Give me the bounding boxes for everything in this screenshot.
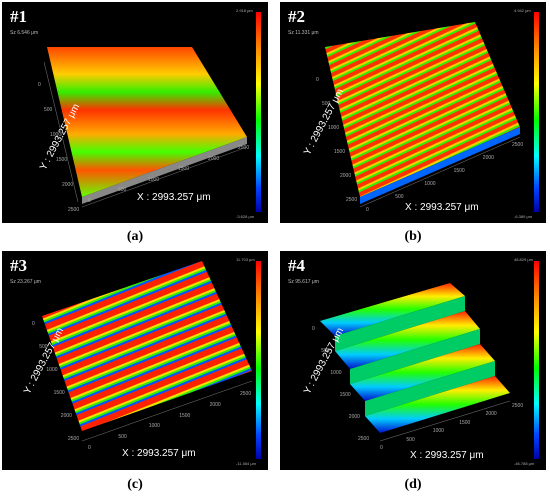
x-tick-label: 1000 xyxy=(424,181,436,187)
x-tick-label: 1500 xyxy=(453,168,465,174)
surface-plot-d xyxy=(320,283,511,442)
x-tick-label: 2500 xyxy=(512,142,524,148)
x-tick-label: 0 xyxy=(88,198,91,204)
panel-number: #3 xyxy=(10,256,27,275)
caption-d: (d) xyxy=(404,477,422,492)
panel-d: #4 Sz 95.617 μm 48.829 μm -46.788 μm Y :… xyxy=(280,251,546,470)
surface-plot-b xyxy=(325,22,521,208)
x-tick-label: 2000 xyxy=(208,155,220,162)
x-tick-label: 0 xyxy=(380,445,383,451)
x-tick-label: 1500 xyxy=(178,166,190,173)
caption-c: (c) xyxy=(127,477,143,492)
y-tick-label: 0 xyxy=(32,321,35,327)
x-tick-label: 1000 xyxy=(148,423,160,430)
y-tick-label: 2500 xyxy=(68,207,80,213)
x-tick-label: 2500 xyxy=(238,145,250,151)
x-axis-label: X : 2993.257 μm xyxy=(122,448,196,459)
x-tick-label: 500 xyxy=(118,434,127,441)
y-tick-label: 1500 xyxy=(53,390,65,396)
x-tick-label: 500 xyxy=(395,194,404,200)
color-scale-bar xyxy=(534,261,539,459)
x-tick-label: 1000 xyxy=(432,428,444,435)
panel-a: #1 Sz 6.546 μm 2.918 μm -3.628 μm Y : 29… xyxy=(2,2,268,223)
color-scale-min: -3.628 μm xyxy=(236,214,255,219)
color-scale-min: -6.389 μm xyxy=(514,214,533,219)
color-scale-bar xyxy=(256,261,261,459)
y-tick-label: 500 xyxy=(321,348,330,354)
x-tick-label: 1500 xyxy=(179,412,191,419)
y-tick-label: 2000 xyxy=(348,414,360,420)
surface-plot-a xyxy=(43,47,248,208)
panel-number: #1 xyxy=(10,7,27,26)
x-tick-label: 500 xyxy=(406,436,415,443)
color-scale-max: 11.703 μm xyxy=(236,257,255,262)
color-scale-max: 48.829 μm xyxy=(514,257,533,262)
x-tick-label: 2000 xyxy=(485,411,497,418)
x-axis-label: X : 2993.257 μm xyxy=(410,450,484,461)
y-tick-label: 1500 xyxy=(56,157,68,163)
color-scale-bar xyxy=(534,12,539,212)
y-tick-label: 1500 xyxy=(334,149,346,155)
panel-b: #2 Sz 11.331 μm 4.942 μm -6.389 μm Y : 2… xyxy=(280,2,546,223)
sz-value: Sz 23.267 μm xyxy=(10,279,41,285)
color-scale-max: 4.942 μm xyxy=(514,8,531,13)
y-tick-label: 500 xyxy=(39,344,48,350)
x-tick-label: 0 xyxy=(366,207,369,213)
y-tick-label: 1000 xyxy=(50,132,62,138)
x-tick-label: 0 xyxy=(88,445,91,451)
y-tick-label: 500 xyxy=(44,107,53,113)
sz-value: Sz 6.546 μm xyxy=(10,30,39,36)
sz-value: Sz 95.617 μm xyxy=(288,279,319,285)
panel-number: #2 xyxy=(288,7,305,26)
x-axis-label: X : 2993.257 μm xyxy=(405,202,479,213)
color-scale-max: 2.918 μm xyxy=(236,8,253,13)
color-scale-bar xyxy=(256,12,261,212)
y-tick-label: 1000 xyxy=(328,125,340,131)
y-tick-label: 1000 xyxy=(46,367,58,373)
y-tick-label: 2000 xyxy=(340,173,352,179)
x-axis-label: X : 2993.257 μm xyxy=(137,192,211,203)
y-tick-label: 2500 xyxy=(358,436,370,442)
y-tick-label: 1500 xyxy=(339,392,351,398)
color-scale-min: -46.788 μm xyxy=(514,461,535,466)
panel-number: #4 xyxy=(288,256,305,275)
x-tick-label: 1500 xyxy=(459,419,471,426)
y-tick-label: 2500 xyxy=(346,197,358,203)
x-tick-label: 2000 xyxy=(209,401,221,408)
sz-value: Sz 11.331 μm xyxy=(288,30,319,36)
x-tick-label: 500 xyxy=(118,187,127,194)
y-tick-label: 0 xyxy=(316,77,319,83)
y-tick-label: 0 xyxy=(312,326,315,332)
y-tick-label: 2000 xyxy=(60,413,72,419)
y-tick-label: 1000 xyxy=(330,370,342,376)
y-tick-label: 0 xyxy=(38,82,41,88)
x-tick-label: 2500 xyxy=(240,391,252,397)
y-tick-label: 2000 xyxy=(62,182,74,188)
caption-a: (a) xyxy=(126,229,144,244)
caption-b: (b) xyxy=(404,229,422,244)
color-scale-min: -11.564 μm xyxy=(236,461,257,466)
y-tick-label: 2500 xyxy=(68,436,80,442)
y-tick-label: 500 xyxy=(322,101,331,107)
x-tick-label: 2500 xyxy=(512,403,524,409)
surface-plot-c xyxy=(42,261,253,442)
x-tick-label: 1000 xyxy=(148,176,160,183)
x-tick-label: 2000 xyxy=(482,155,494,161)
panel-c: #3 Sz 23.267 μm 11.703 μm -11.564 μm Y :… xyxy=(2,251,268,470)
